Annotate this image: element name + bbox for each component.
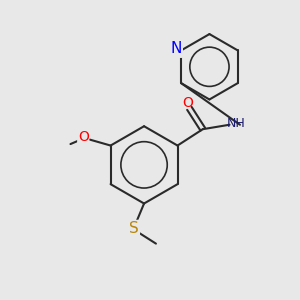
Text: O: O bbox=[182, 96, 194, 110]
Text: NH: NH bbox=[227, 117, 245, 130]
Text: S: S bbox=[129, 221, 139, 236]
Text: N: N bbox=[170, 41, 182, 56]
Text: O: O bbox=[78, 130, 89, 144]
